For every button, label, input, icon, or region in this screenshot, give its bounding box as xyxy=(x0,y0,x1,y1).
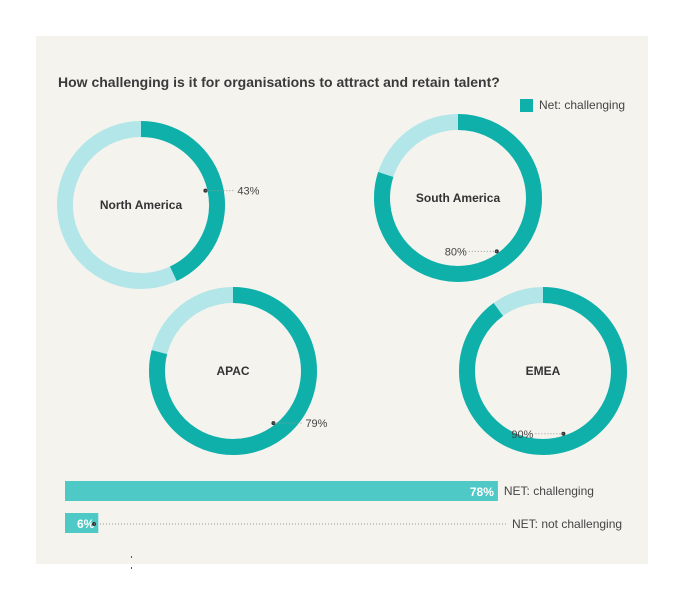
bar-not-challenging-value: 6% xyxy=(77,517,95,531)
apac-center-label: APAC xyxy=(216,364,249,378)
legend-swatch xyxy=(520,98,533,112)
emea-center-label: EMEA xyxy=(526,364,561,378)
north-america-percent-label: 43% xyxy=(237,186,259,198)
bar-challenging-value: 78% xyxy=(470,485,494,499)
legend: Net: challenging xyxy=(520,98,625,112)
bar-not-challenging-label: NET: not challenging xyxy=(512,517,622,531)
emea-donut-arc xyxy=(459,287,627,455)
south-america-center-label: South America xyxy=(416,191,501,205)
south-america-donut-arc xyxy=(374,114,542,282)
bar-not-challenging xyxy=(65,513,99,533)
chart-title: How challenging is it for organisations … xyxy=(58,74,500,90)
north-america-center-label: North America xyxy=(100,198,183,212)
bar-challenging-label: NET: challenging xyxy=(504,484,594,498)
legend-label: Net: challenging xyxy=(539,98,626,112)
bar-challenging xyxy=(65,481,498,501)
north-america-donut-arc xyxy=(140,121,225,282)
south-america-percent-label: 80% xyxy=(445,246,467,258)
apac-percent-label: 79% xyxy=(305,418,327,430)
footnote-tick-bottom xyxy=(131,567,132,569)
emea-percent-label: 90% xyxy=(511,429,533,441)
footnote-tick-top xyxy=(131,556,132,558)
apac-donut-arc xyxy=(149,287,317,455)
